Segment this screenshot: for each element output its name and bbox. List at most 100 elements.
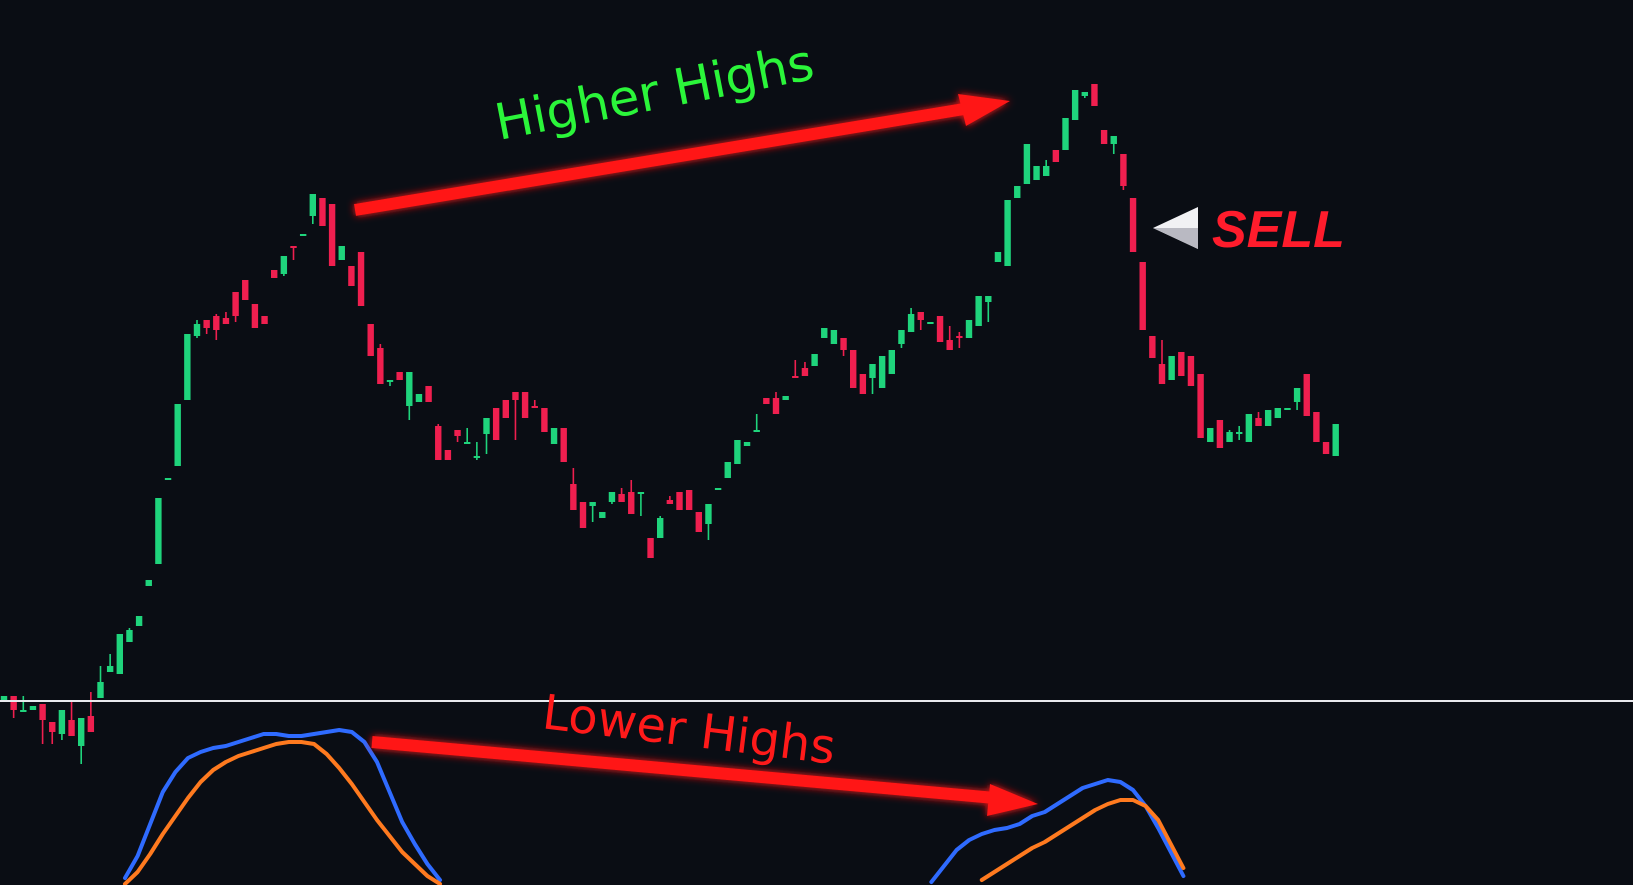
candle bbox=[869, 364, 876, 394]
candle bbox=[444, 450, 452, 460]
candle-body bbox=[242, 280, 249, 300]
candle bbox=[1139, 262, 1146, 330]
candle-body bbox=[377, 348, 384, 384]
candle bbox=[637, 492, 645, 516]
candle bbox=[483, 418, 490, 454]
candle-body bbox=[1284, 408, 1291, 410]
candle-body bbox=[579, 502, 587, 528]
candle bbox=[425, 386, 432, 402]
candle bbox=[116, 634, 123, 674]
candle bbox=[309, 194, 316, 224]
candle-body bbox=[1293, 388, 1301, 402]
lower-highs-arrow bbox=[371, 736, 1038, 816]
candle-body bbox=[155, 498, 162, 564]
candle-body bbox=[666, 500, 674, 504]
candle bbox=[106, 654, 114, 672]
candle-body bbox=[1187, 356, 1195, 386]
candle-body bbox=[386, 380, 394, 382]
candle bbox=[811, 354, 818, 366]
candle bbox=[1004, 200, 1011, 266]
candle-body bbox=[39, 704, 46, 720]
candle-body bbox=[1313, 412, 1320, 442]
candle-body bbox=[415, 394, 423, 402]
candle bbox=[203, 320, 210, 334]
sell-label: SELL bbox=[1212, 201, 1345, 259]
candle bbox=[415, 394, 423, 402]
candle-body bbox=[1207, 428, 1214, 442]
candle bbox=[878, 356, 886, 388]
candle-body bbox=[319, 198, 326, 226]
candle bbox=[1303, 374, 1310, 416]
candle bbox=[396, 372, 403, 380]
candle-body bbox=[975, 296, 982, 326]
candle-body bbox=[1062, 118, 1069, 150]
candle bbox=[550, 428, 558, 444]
candle bbox=[801, 362, 809, 376]
candle-body bbox=[830, 330, 838, 344]
candle-body bbox=[772, 398, 780, 414]
candle bbox=[1014, 186, 1021, 198]
candle-body bbox=[1100, 130, 1108, 144]
candle-body bbox=[1023, 144, 1031, 184]
candle-body bbox=[20, 710, 27, 712]
candle bbox=[956, 332, 963, 348]
candle-body bbox=[97, 682, 104, 698]
candle-body bbox=[68, 720, 75, 736]
candle bbox=[454, 430, 461, 442]
candle-body bbox=[608, 492, 616, 502]
candle-body bbox=[184, 334, 191, 400]
candle bbox=[685, 490, 693, 510]
candle bbox=[608, 492, 616, 504]
candle bbox=[58, 710, 66, 740]
candle-body bbox=[1014, 186, 1021, 198]
candle-body bbox=[840, 338, 847, 350]
candle-body bbox=[792, 376, 799, 378]
candle bbox=[1236, 426, 1243, 440]
candle-body bbox=[946, 340, 953, 350]
candle-body bbox=[676, 492, 683, 510]
candle-body bbox=[338, 246, 345, 260]
sell-signal: SELL bbox=[1153, 201, 1345, 259]
candle bbox=[946, 326, 953, 350]
candle-body bbox=[743, 442, 751, 446]
candle-body bbox=[1245, 414, 1253, 442]
candle-body bbox=[473, 456, 481, 458]
candle-body bbox=[1110, 136, 1117, 144]
candle bbox=[898, 330, 905, 348]
candle-body bbox=[193, 324, 201, 336]
candle-body bbox=[290, 246, 297, 248]
candle-body bbox=[116, 634, 123, 674]
candle bbox=[319, 198, 326, 226]
candle bbox=[647, 538, 654, 558]
candle bbox=[232, 292, 239, 322]
candle bbox=[367, 324, 374, 356]
candle bbox=[1255, 412, 1262, 426]
candle bbox=[1332, 424, 1339, 456]
candle-body bbox=[1178, 352, 1185, 376]
candle-body bbox=[1071, 90, 1079, 120]
candle bbox=[1245, 414, 1253, 442]
candle bbox=[1023, 144, 1031, 184]
candle bbox=[521, 392, 529, 418]
candle-body bbox=[811, 354, 818, 366]
candle bbox=[435, 424, 442, 460]
candle-body bbox=[213, 316, 220, 330]
candle-body bbox=[1149, 336, 1156, 358]
candle-body bbox=[271, 270, 278, 278]
candle-body bbox=[994, 252, 1002, 262]
candle bbox=[328, 204, 336, 266]
candle bbox=[87, 692, 95, 732]
candle bbox=[1129, 198, 1137, 252]
candle bbox=[155, 498, 162, 564]
candle bbox=[531, 400, 538, 408]
higher-highs-label: Higher Highs bbox=[490, 33, 818, 152]
candle-body bbox=[1274, 408, 1281, 418]
candle bbox=[821, 328, 828, 338]
candle bbox=[271, 270, 278, 278]
candle-body bbox=[1168, 356, 1175, 380]
candle-body bbox=[1120, 154, 1127, 186]
candle bbox=[135, 616, 143, 626]
candle-body bbox=[232, 292, 239, 316]
candle bbox=[1149, 336, 1156, 358]
candle-body bbox=[801, 368, 809, 376]
